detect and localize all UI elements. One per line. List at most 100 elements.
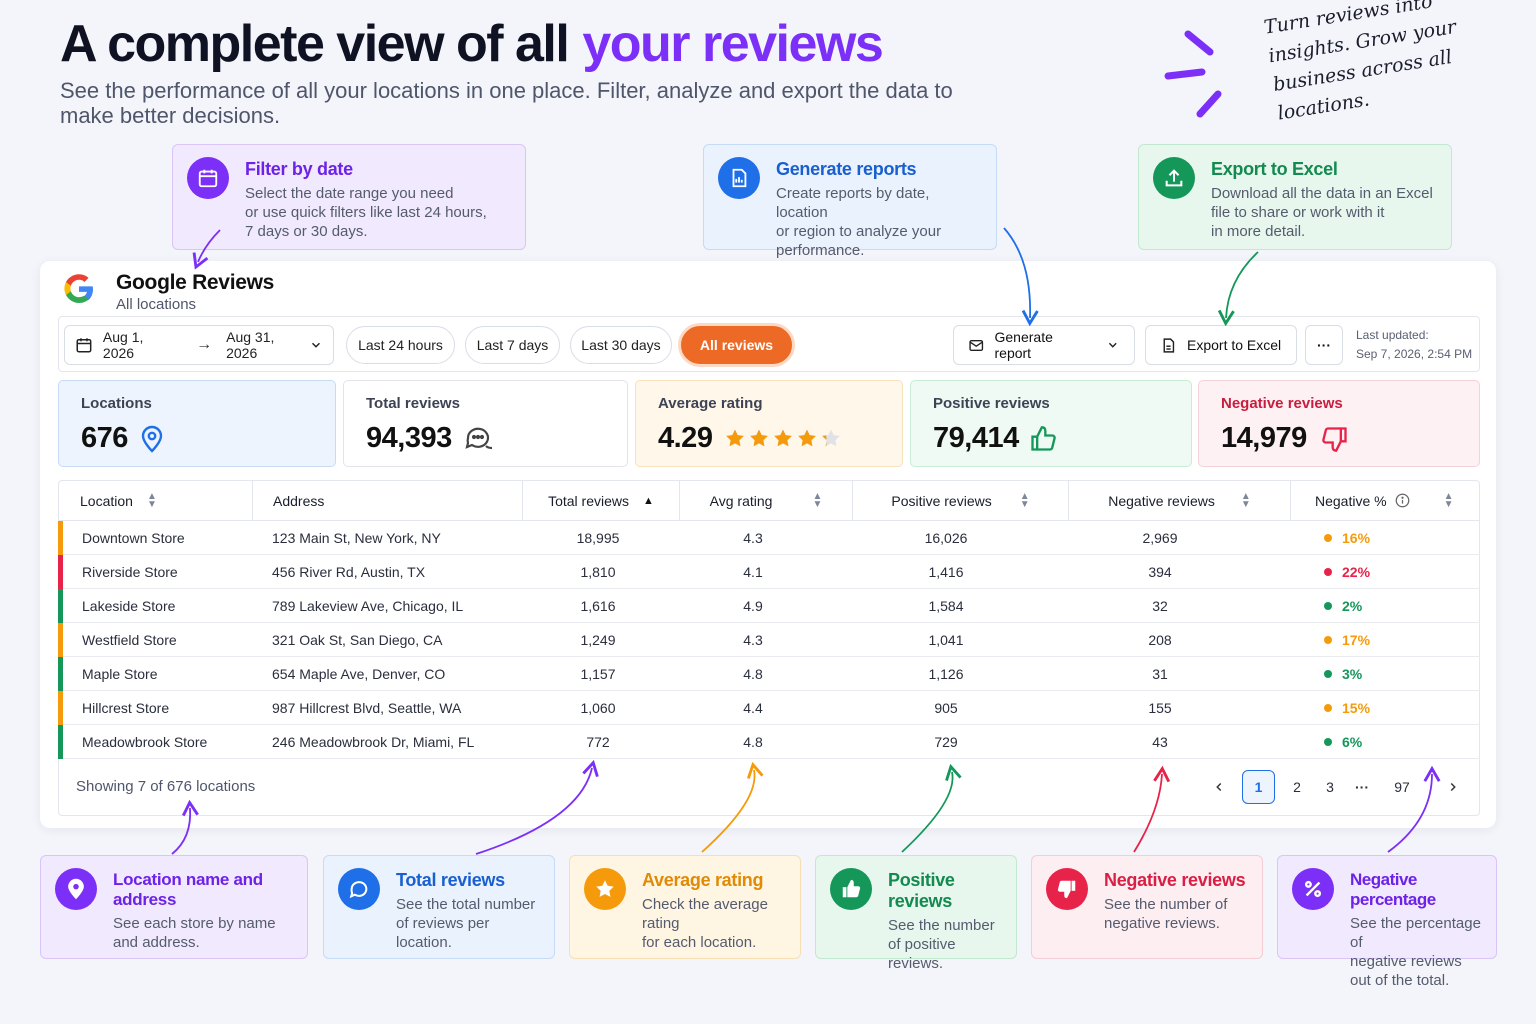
row-status-bar <box>58 589 63 623</box>
cell-positive-reviews: 1,416 <box>928 564 964 580</box>
filter-toolbar <box>58 316 1480 372</box>
star-icon <box>750 429 769 446</box>
generate-report-button[interactable]: Generate report <box>953 325 1135 365</box>
status-dot-icon <box>1324 602 1332 610</box>
chip-last-7-days[interactable]: Last 7 days <box>465 326 560 364</box>
status-dot-icon <box>1324 636 1332 644</box>
pagination-page-97[interactable]: 97 <box>1394 779 1410 795</box>
more-options-button[interactable]: ··· <box>1305 325 1343 365</box>
cell-location[interactable]: Downtown Store <box>82 530 185 546</box>
negative-pct-value: 16% <box>1342 530 1371 546</box>
chat-bubbles-icon <box>465 427 492 449</box>
cell-address: 456 River Rd, Austin, TX <box>272 564 426 580</box>
col-header-label: Location <box>80 492 133 509</box>
chip-last-30-days[interactable]: Last 30 days <box>570 326 672 364</box>
pagination-page-3[interactable]: 3 <box>1326 779 1334 795</box>
cell-location[interactable]: Riverside Store <box>82 564 178 580</box>
callout-text: See the number of negative reviews. <box>1104 896 1228 932</box>
kpi-total-reviews: Total reviews 94,393 <box>343 380 628 467</box>
negative-pct-value: 22% <box>1342 564 1371 580</box>
cell-negative-pct: 15% <box>1324 691 1444 725</box>
kpi-negative-reviews: Negative reviews 14,979 <box>1198 380 1480 467</box>
cell-positive-reviews: 1,126 <box>928 666 964 682</box>
info-icon[interactable] <box>1395 493 1410 508</box>
last-updated-label: Last updated: <box>1356 328 1429 342</box>
col-header-negative-pct[interactable]: Negative % ▲ ▼ <box>1290 480 1480 521</box>
cell-avg-rating: 4.8 <box>743 666 763 682</box>
negative-pct-badge: 6% <box>1324 734 1362 750</box>
status-dot-icon <box>1324 670 1332 678</box>
hero-subtitle: See the performance of all your location… <box>60 78 953 128</box>
row-status-bar <box>58 725 63 759</box>
cell-location[interactable]: Lakeside Store <box>82 598 176 614</box>
location-pin-icon <box>55 868 97 910</box>
date-range-picker[interactable]: Aug 1, 2026 → Aug 31, 2026 <box>64 325 334 365</box>
col-header-label: Positive reviews <box>891 492 992 509</box>
cell-location[interactable]: Meadowbrook Store <box>82 734 208 750</box>
cell-total-reviews: 1,249 <box>580 632 616 648</box>
pagination-prev-button[interactable] <box>1206 770 1232 804</box>
negative-pct-value: 15% <box>1342 700 1371 716</box>
cell-avg-rating: 4.3 <box>743 530 763 546</box>
table-row[interactable]: Hillcrest Store 987 Hillcrest Blvd, Seatt… <box>58 691 1480 725</box>
chevron-right-icon <box>1450 782 1456 792</box>
chevron-down-icon <box>1109 342 1118 348</box>
table-row[interactable]: Downtown Store 123 Main St, New York, NY 1… <box>58 521 1480 555</box>
last-updated-value: Sep 7, 2026, 2:54 PM <box>1356 347 1473 361</box>
table-header <box>58 480 1480 521</box>
cell-total-reviews: 772 <box>586 734 610 750</box>
sort-icon: ▲ ▼ <box>1240 490 1251 510</box>
cell-avg-rating: 4.8 <box>743 734 763 750</box>
callout-title: Average rating <box>642 870 764 890</box>
cell-negative-reviews: 32 <box>1152 598 1168 614</box>
date-to: Aug 31, 2026 <box>226 329 275 361</box>
calendar-icon <box>187 157 229 199</box>
col-header-positive-reviews[interactable]: Positive reviews ▲ ▼ <box>852 480 1068 521</box>
star-icon <box>822 429 841 446</box>
cell-total-reviews: 18,995 <box>576 530 620 546</box>
row-status-bar <box>58 623 63 657</box>
pagination-next-button[interactable] <box>1440 770 1466 804</box>
table-row[interactable]: Meadowbrook Store 246 Meadowbrook Dr, Mia… <box>58 725 1480 759</box>
chip-last-24-hours[interactable]: Last 24 hours <box>346 326 455 364</box>
cell-positive-reviews: 905 <box>934 700 958 716</box>
callout-text: Download all the data in an Excel file t… <box>1211 185 1433 240</box>
showing-count: Showing 7 of 676 locations <box>76 778 256 795</box>
cell-negative-reviews: 31 <box>1152 666 1168 682</box>
col-header-location[interactable]: Location ▲ ▼ <box>80 480 252 521</box>
table-row[interactable]: Lakeside Store 789 Lakeview Ave, Chicago,… <box>58 589 1480 623</box>
cell-location[interactable]: Westfield Store <box>82 632 177 648</box>
cell-negative-reviews: 2,969 <box>1142 530 1178 546</box>
hero-title: A complete view of all your reviews <box>60 14 884 74</box>
negative-pct-value: 3% <box>1342 666 1363 682</box>
status-dot-icon <box>1324 704 1332 712</box>
kpi-label: Positive reviews <box>933 395 1050 412</box>
callout-title: Generate reports <box>776 159 917 179</box>
callout-title: Total reviews <box>396 870 505 890</box>
cell-positive-reviews: 729 <box>934 734 958 750</box>
col-header-total-reviews[interactable]: Total reviews ▲ <box>522 480 679 521</box>
negative-pct-badge: 2% <box>1324 598 1362 614</box>
kpi-value: 94,393 <box>366 422 452 454</box>
col-header-label: Total reviews <box>548 492 630 509</box>
pagination-page-2[interactable]: 2 <box>1293 779 1301 795</box>
col-header-avg-rating[interactable]: Avg rating ▲ ▼ <box>679 480 852 521</box>
callout-total-reviews: Total reviews See the total number of re… <box>323 855 555 959</box>
chip-all-reviews[interactable]: All reviews <box>681 326 792 364</box>
col-header-negative-reviews[interactable]: Negative reviews ▲ ▼ <box>1068 480 1290 521</box>
cell-location[interactable]: Maple Store <box>82 666 158 682</box>
cell-address: 654 Maple Ave, Denver, CO <box>272 666 446 682</box>
envelope-icon <box>969 339 984 351</box>
table-row[interactable]: Maple Store 654 Maple Ave, Denver, CO 1,15… <box>58 657 1480 691</box>
callout-filter-by-date: Filter by date Select the date range you… <box>172 144 526 250</box>
status-dot-icon <box>1324 568 1332 576</box>
kpi-value: 79,414 <box>933 422 1019 454</box>
negative-pct-badge: 16% <box>1324 530 1370 546</box>
table-row[interactable]: Riverside Store 456 River Rd, Austin, TX 1… <box>58 555 1480 589</box>
table-row[interactable]: Westfield Store 321 Oak St, San Diego, CA… <box>58 623 1480 657</box>
callout-text: Check the average rating for each locati… <box>642 896 768 951</box>
star-icon <box>726 429 745 446</box>
cell-location[interactable]: Hillcrest Store <box>82 700 170 716</box>
pagination-page-1[interactable]: 1 <box>1242 770 1275 804</box>
export-excel-button[interactable]: Export to Excel <box>1145 325 1297 365</box>
